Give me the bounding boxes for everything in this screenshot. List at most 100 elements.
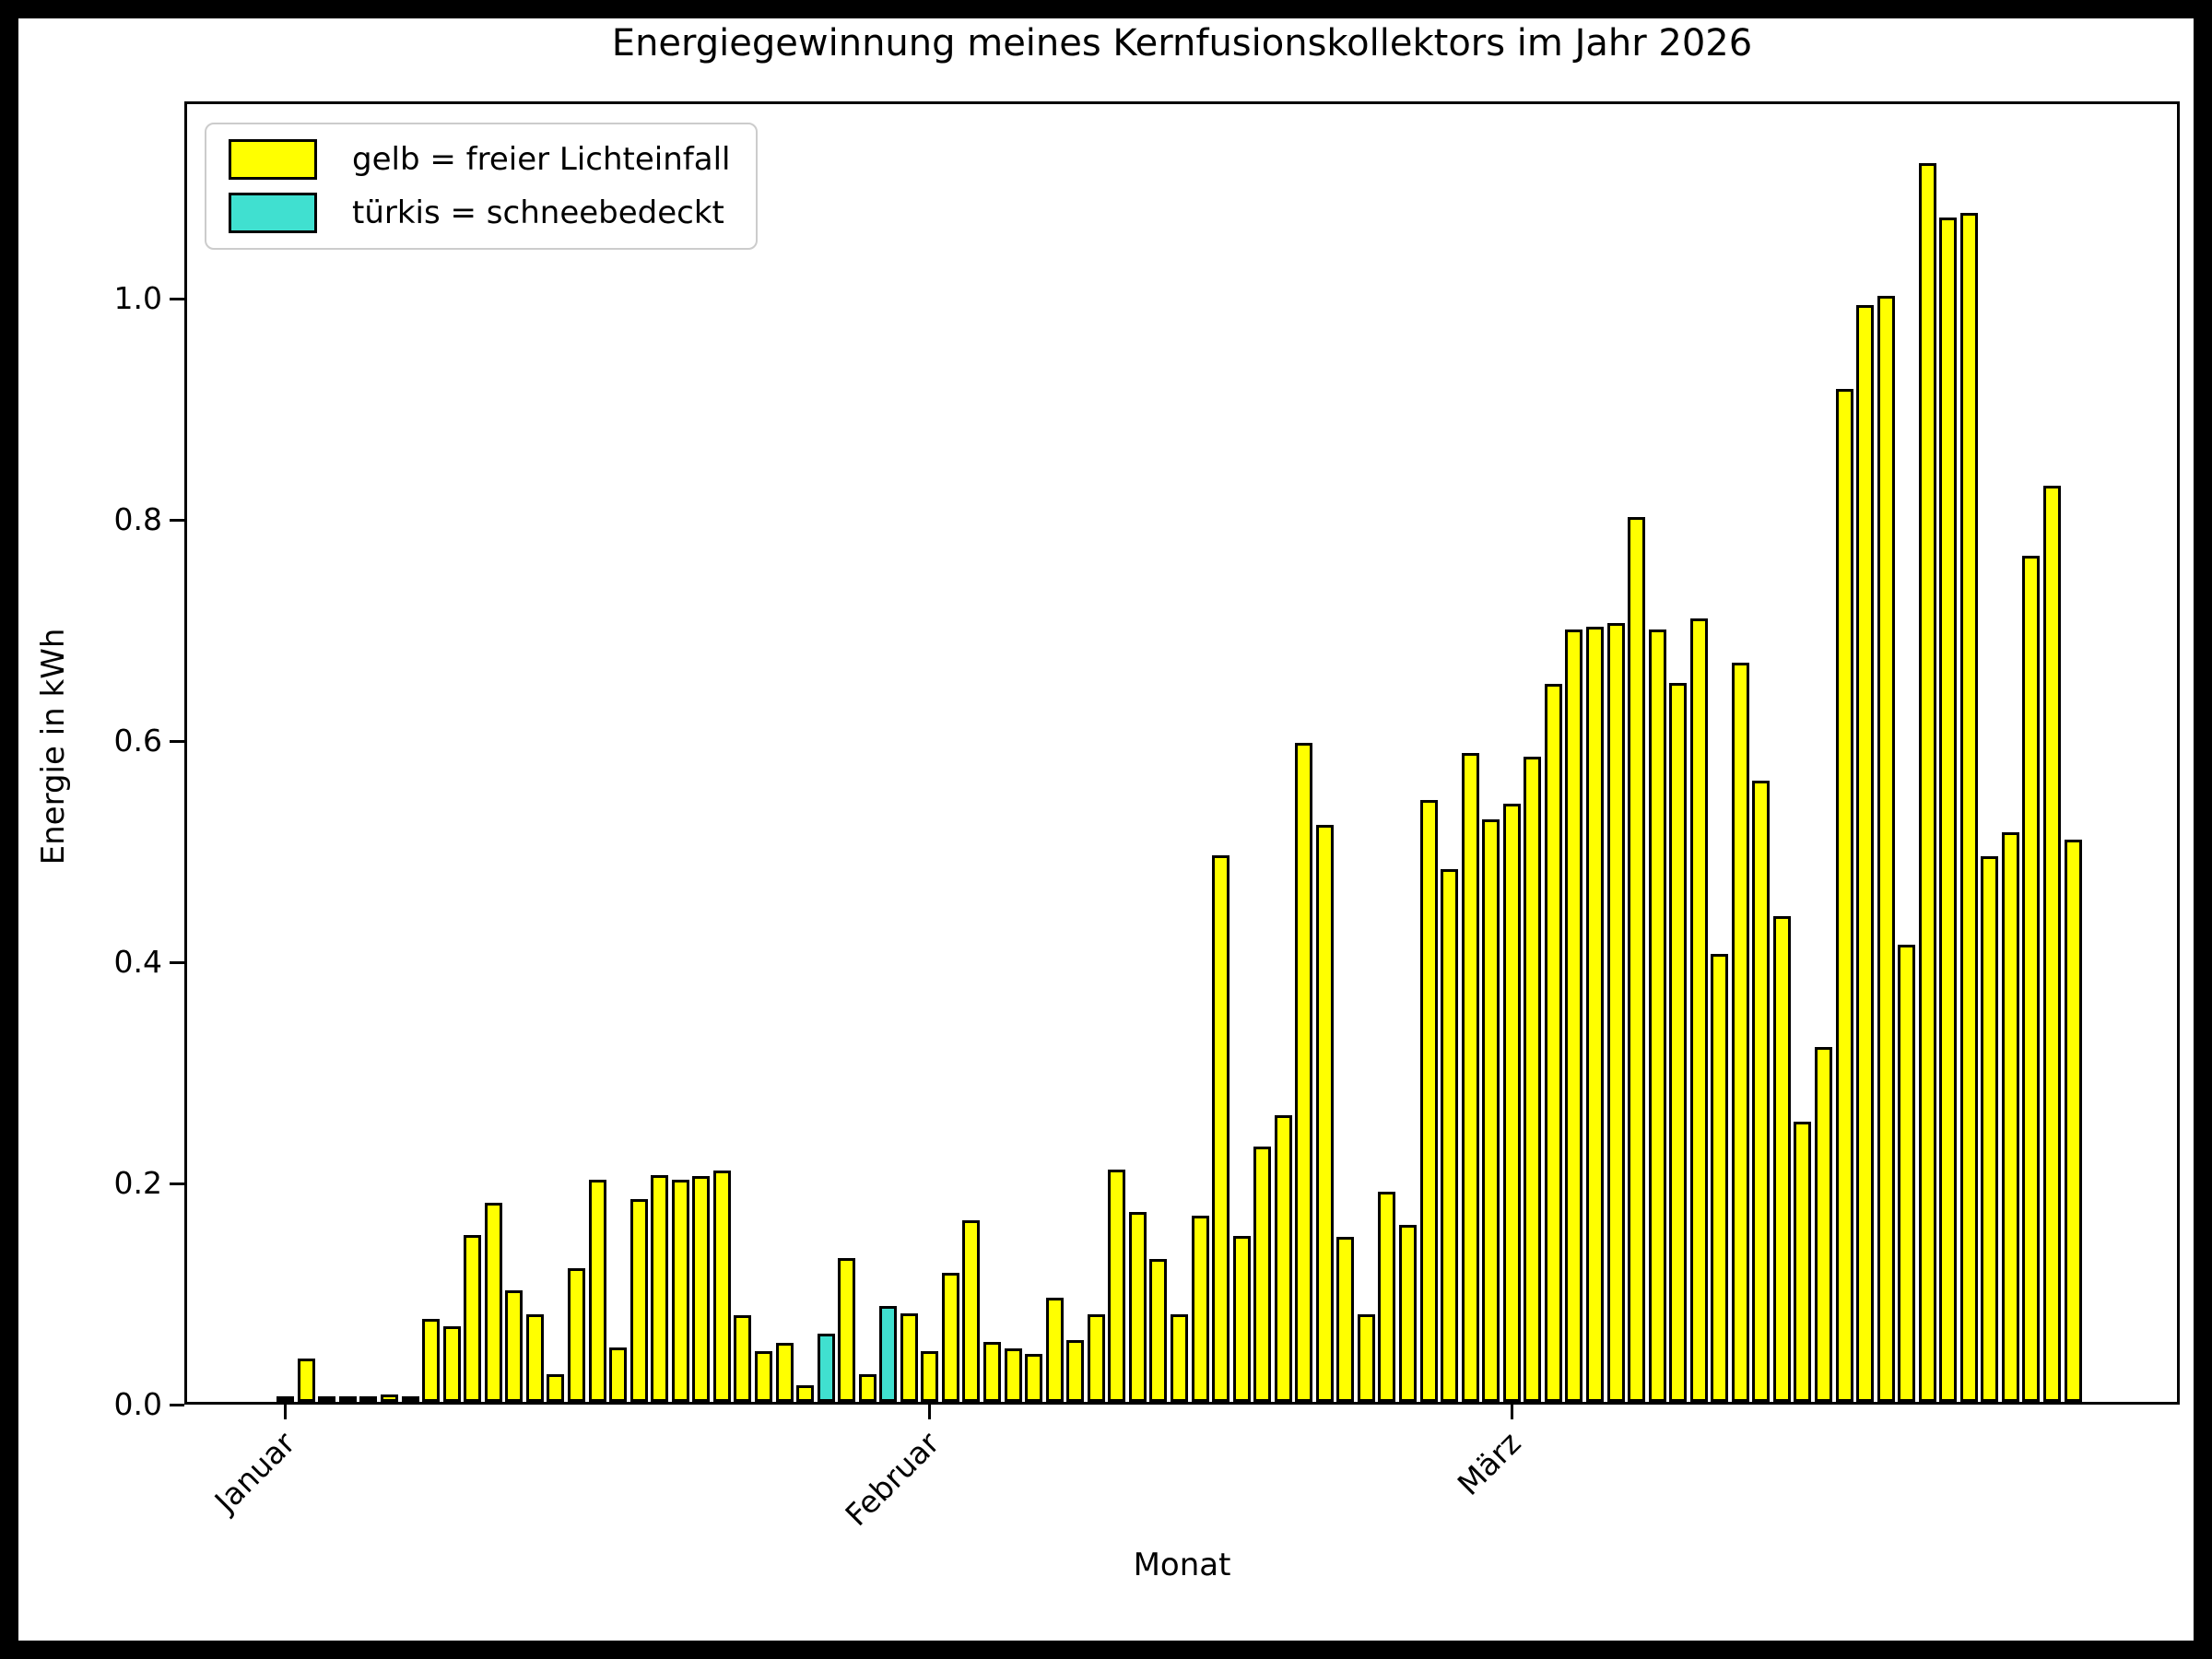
bar-day-64 [1585,627,1604,1402]
bar-day-6 [381,1394,398,1402]
bar-day-60 [1502,804,1521,1402]
legend-swatch-turquoise [229,193,317,233]
bar-day-58 [1461,753,1479,1402]
y-tick-0.4 [170,960,184,964]
y-tick-label: 0.6 [113,723,162,759]
bar-day-9 [442,1326,461,1402]
bar-day-86 [2043,486,2061,1402]
bar-day-74 [1794,1122,1812,1402]
bar-day-35 [983,1342,1001,1402]
bar-day-8 [422,1319,441,1402]
y-tick-0.0 [170,1403,184,1406]
bar-day-15 [568,1268,585,1402]
bar-day-30 [879,1306,898,1402]
bar-day-10 [464,1235,482,1402]
bar-day-2 [297,1359,315,1402]
bar-day-18 [629,1199,648,1402]
bar-day-44 [1170,1314,1188,1402]
y-tick-label: 0.4 [113,944,162,980]
bar-day-22 [712,1171,731,1402]
bar-day-78 [1877,296,1895,1402]
bar-day-43 [1149,1259,1168,1402]
bar-day-65 [1606,623,1625,1402]
bar-day-42 [1128,1212,1147,1402]
bar-day-80 [1918,163,1936,1402]
bar-day-31 [900,1313,918,1402]
bar-day-5 [359,1396,378,1402]
y-tick-1.0 [170,297,184,300]
bar-day-19 [651,1175,669,1402]
bar-day-50 [1295,743,1313,1402]
x-axis-label: Monat [1133,1547,1231,1583]
bar-day-56 [1419,800,1438,1402]
bar-day-53 [1357,1314,1375,1402]
bar-day-61 [1524,757,1542,1402]
bar-day-51 [1315,825,1334,1402]
bar-day-66 [1628,517,1645,1402]
bar-day-40 [1087,1314,1105,1402]
bar-day-12 [505,1290,524,1402]
bar-day-17 [609,1347,627,1402]
bar-day-47 [1232,1236,1251,1402]
y-tick-0.6 [170,739,184,743]
bar-day-21 [692,1176,711,1402]
x-tick-Februar [928,1405,932,1419]
bar-day-79 [1898,945,1916,1402]
bar-day-39 [1066,1340,1085,1402]
bar-day-57 [1441,869,1458,1402]
bar-day-83 [1981,856,1999,1402]
bar-day-71 [1731,663,1749,1402]
bar-day-34 [962,1220,981,1402]
bar-day-73 [1772,916,1791,1402]
bar-day-84 [2001,832,2019,1402]
x-tick-Januar [284,1405,288,1419]
bar-day-13 [525,1314,544,1402]
bar-day-26 [796,1385,814,1402]
bar-day-7 [401,1396,419,1402]
bar-day-14 [547,1374,565,1402]
y-axis-label: Energie in kWh [35,628,72,865]
bar-day-63 [1565,629,1583,1402]
x-tick-label-Februar: Februar [838,1425,947,1534]
bar-day-37 [1025,1354,1043,1402]
bar-day-48 [1253,1147,1272,1402]
legend-label: gelb = freier Lichteinfall [352,141,731,178]
bar-day-23 [734,1315,752,1402]
bar-day-36 [1004,1348,1022,1402]
legend: gelb = freier Lichteinfall türkis = schn… [205,123,759,250]
bar-day-85 [2022,556,2041,1402]
bar-day-62 [1544,684,1562,1402]
bar-day-72 [1752,781,1771,1402]
y-tick-label: 0.0 [113,1386,162,1422]
bar-day-27 [817,1334,835,1402]
bar-day-82 [1959,213,1978,1402]
bar-day-68 [1669,683,1688,1402]
bar-day-52 [1336,1237,1355,1402]
bar-day-77 [1856,305,1874,1402]
bar-day-41 [1108,1170,1126,1402]
legend-item-snow-covered: türkis = schneebedeckt [229,193,730,233]
bar-day-4 [338,1396,357,1402]
bar-day-25 [775,1343,794,1402]
legend-swatch-yellow [229,139,317,180]
bar-day-32 [921,1351,939,1402]
y-tick-label: 1.0 [113,280,162,316]
legend-item-free-light: gelb = freier Lichteinfall [229,139,730,180]
bar-day-54 [1378,1192,1396,1402]
chart-title: Energiegewinnung meines Kernfusionskolle… [611,22,1753,65]
bar-day-46 [1212,855,1230,1402]
y-tick-label: 0.2 [113,1165,162,1201]
bar-day-55 [1399,1225,1417,1402]
bar-day-20 [671,1180,689,1402]
bar-day-24 [754,1351,772,1402]
bar-day-59 [1482,819,1500,1402]
bar-day-38 [1045,1298,1064,1402]
bar-day-1 [276,1396,295,1402]
x-tick-März [1510,1405,1513,1419]
bar-day-11 [484,1203,502,1402]
bar-day-81 [1939,218,1958,1402]
bar-day-16 [588,1180,606,1402]
bar-day-87 [2064,840,2082,1402]
x-tick-label-März: März [1450,1425,1528,1502]
